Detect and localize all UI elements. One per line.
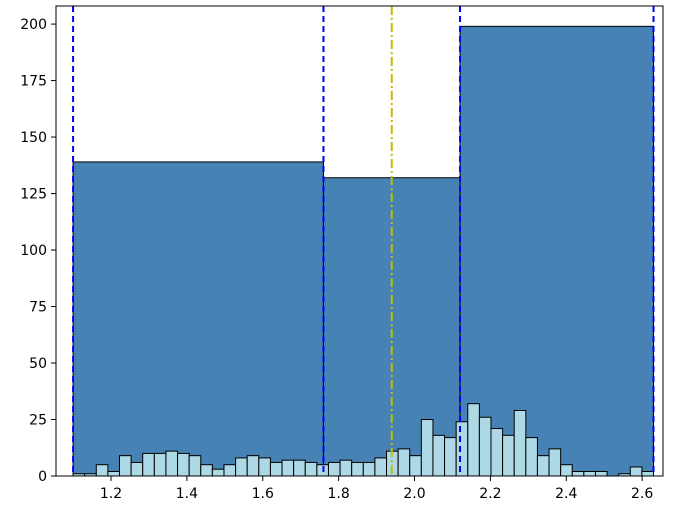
fine-bar bbox=[362, 461, 376, 477]
fine-bar bbox=[409, 455, 422, 477]
x-tick-label: 1.2 bbox=[100, 486, 122, 502]
fine-bins bbox=[72, 403, 655, 477]
fine-bar bbox=[327, 461, 341, 477]
fine-bar bbox=[165, 450, 179, 477]
fine-bar bbox=[513, 409, 527, 477]
y-tick-label: 150 bbox=[20, 130, 47, 146]
fine-bar bbox=[130, 461, 144, 477]
fine-bar bbox=[397, 448, 411, 477]
x-tick-label: 2.2 bbox=[479, 486, 501, 502]
fine-bar bbox=[490, 428, 504, 477]
x-tick-label: 1.4 bbox=[176, 486, 198, 502]
x-axis: 1.2 1.4 1.6 1.8 2.0 2.2 2.4 2.6 bbox=[100, 476, 653, 502]
bin-edge-lines bbox=[72, 6, 655, 476]
fine-bar bbox=[374, 457, 388, 477]
fine-bar bbox=[548, 448, 562, 477]
fine-bar bbox=[177, 452, 190, 477]
fine-bar bbox=[211, 468, 225, 477]
fine-bar bbox=[107, 470, 121, 477]
fine-bar bbox=[525, 437, 538, 477]
fine-bar bbox=[281, 459, 295, 477]
fine-bar bbox=[641, 470, 655, 477]
x-tick-label: 1.6 bbox=[252, 486, 274, 502]
plot-frame bbox=[55, 5, 664, 477]
x-tick-label: 2.0 bbox=[403, 486, 425, 502]
x-tick-label: 2.6 bbox=[631, 486, 653, 502]
fine-bar bbox=[432, 434, 446, 477]
fine-bar bbox=[223, 464, 237, 477]
fine-bar bbox=[293, 459, 306, 477]
fine-bar bbox=[235, 457, 248, 477]
y-tick-label: 175 bbox=[20, 74, 47, 90]
fine-bar bbox=[153, 452, 167, 477]
fine-bar bbox=[629, 466, 643, 477]
y-tick-label: 200 bbox=[20, 17, 47, 33]
fine-bar bbox=[571, 470, 585, 477]
y-tick-label: 25 bbox=[29, 413, 47, 429]
coarse-bar bbox=[459, 25, 655, 477]
fine-bar bbox=[594, 470, 608, 477]
fine-bar bbox=[455, 421, 469, 477]
fine-bar bbox=[258, 457, 271, 477]
fine-bar bbox=[339, 459, 353, 477]
fine-bar bbox=[351, 461, 364, 477]
fine-bar bbox=[478, 416, 492, 477]
fine-bar bbox=[119, 455, 132, 477]
x-tick-label: 2.4 bbox=[555, 486, 577, 502]
fine-bar bbox=[246, 455, 260, 477]
fine-bar bbox=[467, 403, 480, 477]
y-tick-label: 0 bbox=[38, 469, 47, 485]
y-tick-label: 75 bbox=[29, 300, 47, 316]
x-tick-label: 1.8 bbox=[328, 486, 350, 502]
fine-bar bbox=[583, 470, 596, 477]
y-tick-label: 100 bbox=[20, 243, 47, 259]
fine-bar bbox=[536, 455, 550, 477]
y-tick-label: 125 bbox=[20, 187, 47, 203]
fine-bar bbox=[560, 464, 573, 477]
y-axis: 0 25 50 75 100 125 150 175 200 bbox=[20, 17, 56, 485]
fine-bar bbox=[502, 434, 515, 477]
fine-bar bbox=[304, 461, 318, 477]
fine-bar bbox=[420, 419, 434, 477]
fine-bar bbox=[200, 464, 213, 477]
coarse-bar bbox=[72, 161, 324, 477]
fine-bar bbox=[269, 461, 283, 477]
fine-bar bbox=[95, 464, 109, 477]
fine-bar bbox=[142, 452, 155, 477]
fine-bar bbox=[188, 455, 202, 477]
coarse-bins bbox=[72, 25, 655, 477]
fine-bar bbox=[444, 437, 457, 477]
y-tick-label: 50 bbox=[29, 356, 47, 372]
